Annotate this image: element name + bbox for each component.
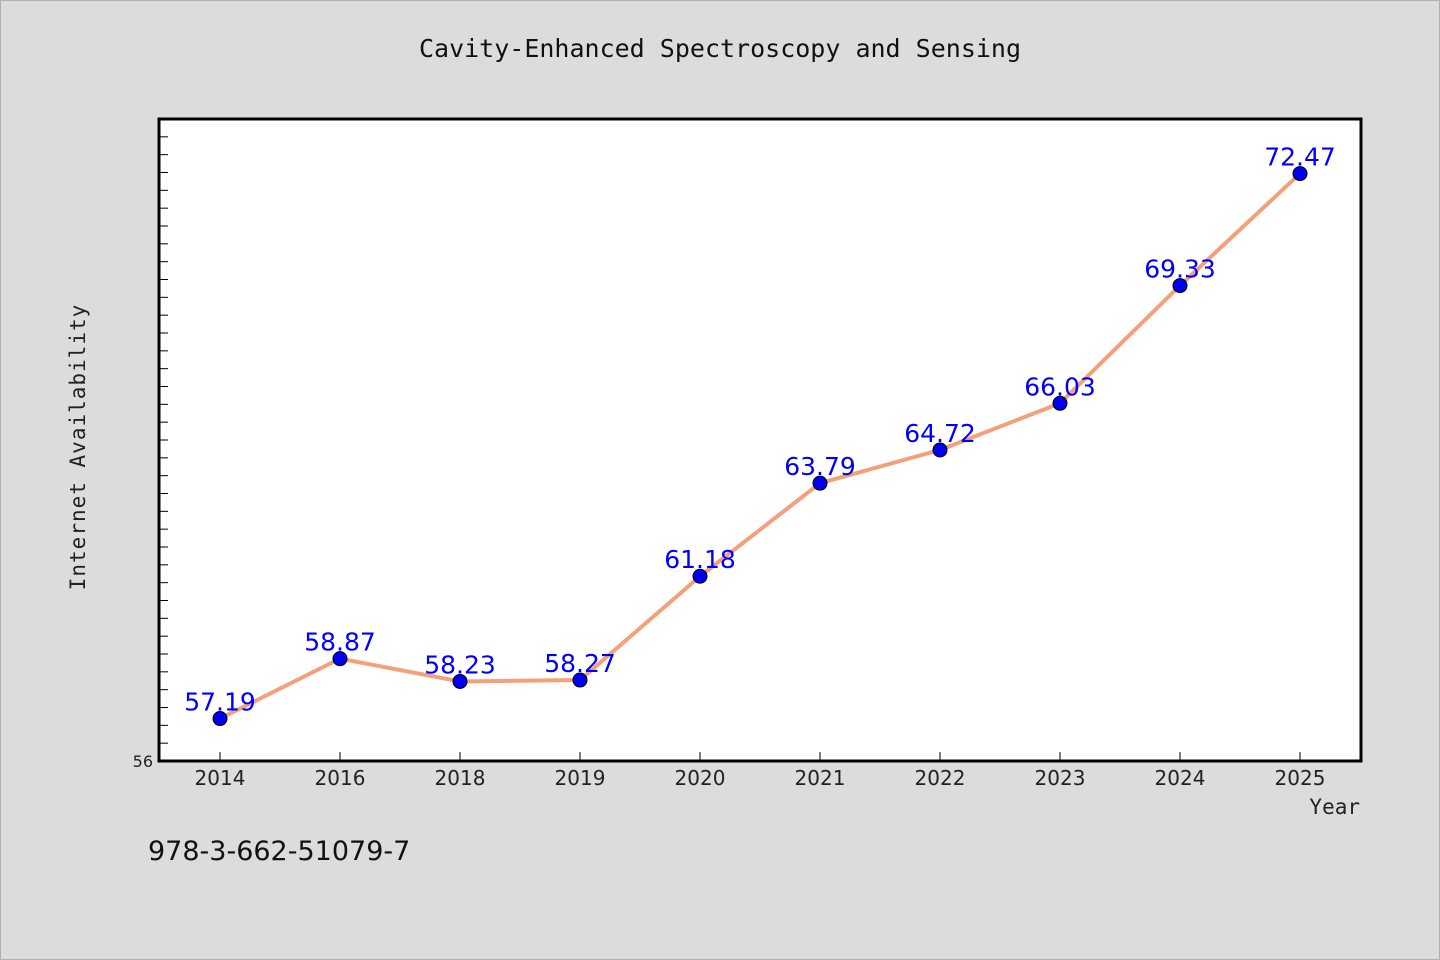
- x-tick-label: 2023: [1035, 766, 1086, 790]
- data-label: 66.03: [1024, 372, 1096, 401]
- data-point: [692, 568, 708, 584]
- chart-title: Cavity-Enhanced Spectroscopy and Sensing: [418, 34, 1022, 63]
- data-point: [452, 673, 468, 689]
- data-label: 57.19: [184, 688, 256, 717]
- data-point: [572, 672, 588, 688]
- data-label: 64.72: [904, 419, 976, 448]
- data-label: 58.23: [424, 650, 496, 679]
- x-tick-label: 2022: [915, 766, 966, 790]
- data-label: 58.87: [304, 628, 376, 657]
- data-point: [1172, 278, 1188, 294]
- x-tick-label: 2020: [675, 766, 726, 790]
- x-tick-label: 2019: [555, 766, 606, 790]
- x-tick-label: 2016: [315, 766, 366, 790]
- data-label: 63.79: [784, 452, 856, 481]
- plot-area: [157, 117, 1363, 763]
- x-tick-label: 2025: [1275, 766, 1326, 790]
- data-label: 72.47: [1264, 143, 1336, 172]
- x-tick-label: 2014: [195, 766, 246, 790]
- x-tick-label: 2018: [435, 766, 486, 790]
- x-tick-label: 2024: [1155, 766, 1206, 790]
- x-axis-label: Year: [1309, 795, 1360, 819]
- data-point: [1292, 166, 1308, 182]
- data-point: [812, 475, 828, 491]
- data-point: [1052, 395, 1068, 411]
- y-tick-label: 56: [133, 752, 153, 771]
- data-point: [332, 651, 348, 667]
- series-line: [219, 172, 1302, 721]
- footnote-isbn: 978-3-662-51079-7: [148, 836, 411, 867]
- data-label: 61.18: [664, 545, 736, 574]
- data-label: 58.27: [544, 649, 616, 678]
- x-tick-label: 2021: [795, 766, 846, 790]
- data-label: 69.33: [1144, 255, 1216, 284]
- data-point: [932, 442, 948, 458]
- data-point: [212, 711, 228, 727]
